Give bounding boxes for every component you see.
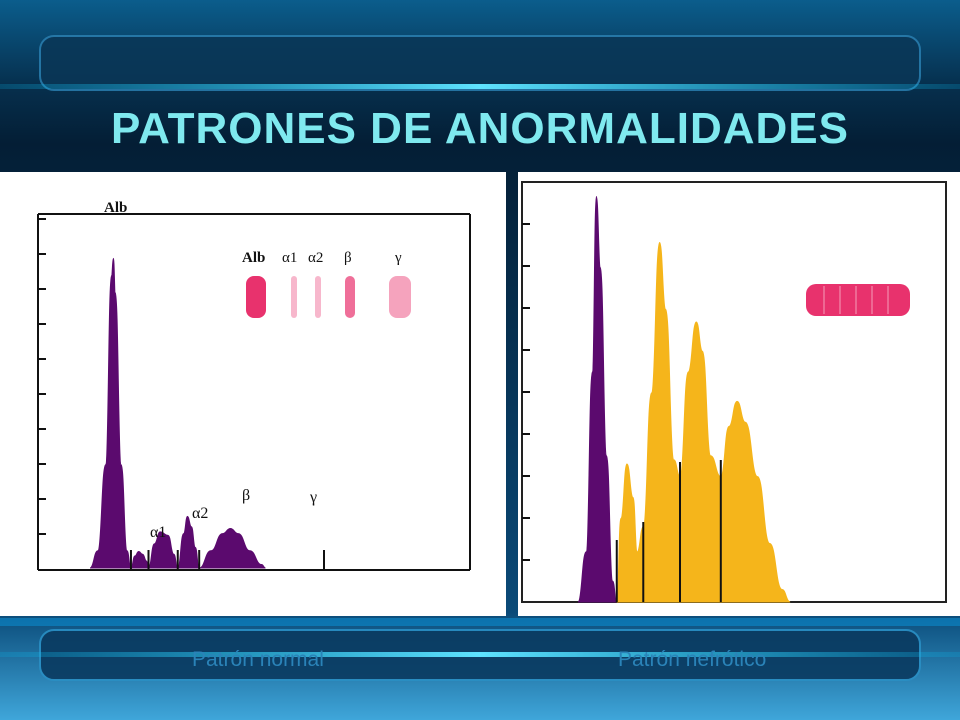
gel-label-alpha2: α2 [308,250,323,266]
nephrotic-pattern-chart [521,181,947,603]
peak-β [679,321,722,603]
fraction-dividers [129,550,325,570]
caption-nephrotic: Patrón nefrótico [618,648,767,671]
gel-band [806,284,910,316]
peak-areas [89,257,266,569]
peak-label-alb: Alb [104,200,127,216]
gel-band-α1 [291,276,297,318]
peak-label-alpha1: α1 [150,524,166,541]
y-axis-ticks [38,218,46,535]
gel-band-γ [389,276,411,318]
peak-α1 [616,463,644,603]
peak-Alb [577,196,618,603]
gel-label-gamma: γ [394,250,402,266]
peak-α1 [130,550,149,569]
caption-normal: Patrón normal [192,648,324,671]
gel-label-alpha1: α1 [282,250,297,266]
y-axis-ticks [522,223,530,561]
gel-label-alb: Alb [242,250,265,266]
peak-α2 [642,242,681,603]
slide-title: PATRONES DE ANORMALIDADES [111,104,849,153]
peak-label-alpha2: α2 [192,505,208,522]
peak-γ [720,400,791,603]
normal-pattern-chart: Alb α1 α2 β γ Alb α1 α2 β γ [37,200,471,571]
gel-band-Alb [246,276,266,318]
gel-bands [246,276,411,318]
peak-label-gamma: γ [309,489,317,506]
peak-Alb [89,257,132,569]
peak-α2 [148,531,179,569]
normal-pattern-panel: Alb α1 α2 β γ Alb α1 α2 β γ [0,172,506,616]
peak-γ [199,527,266,569]
peak-areas [577,196,791,603]
gel-band-nephrotic [806,284,910,316]
peak-label-beta: β [242,487,250,504]
gel-legend: Alb α1 α2 β γ [242,250,411,318]
fraction-dividers [615,460,722,602]
gel-label-beta: β [344,250,352,266]
gel-band-β [345,276,355,318]
nephrotic-pattern-panel [518,172,960,616]
gel-band-α2 [315,276,321,318]
peak-β [177,515,200,569]
